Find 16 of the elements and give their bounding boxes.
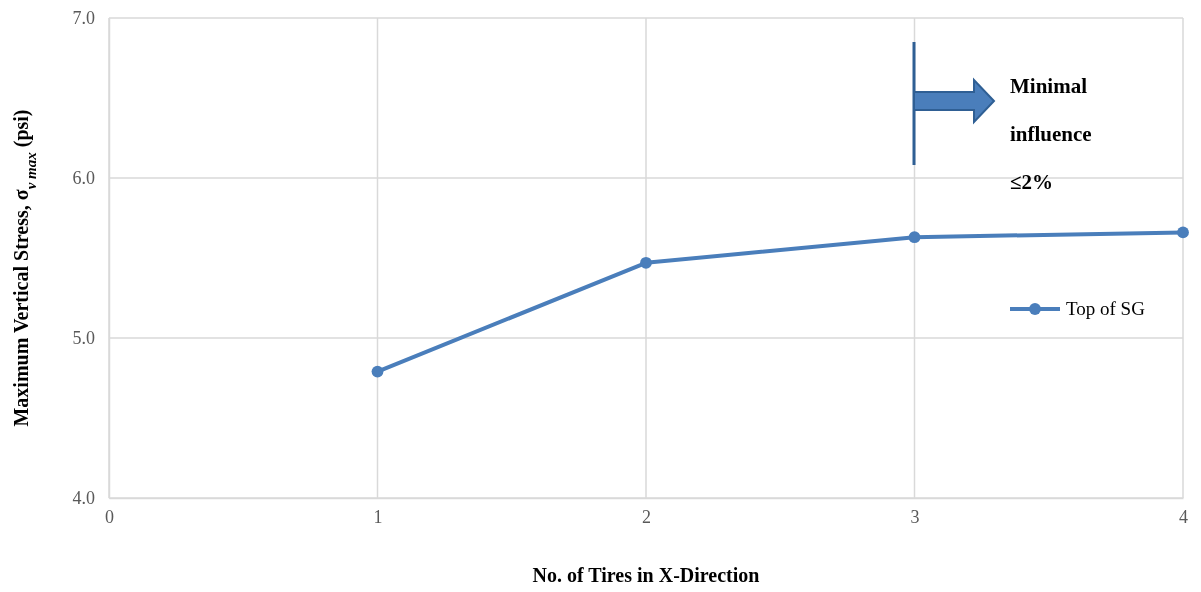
point <box>371 365 384 378</box>
y-tick-label: 5.0 <box>72 328 95 349</box>
x-tick-label: 4 <box>1179 506 1188 527</box>
x-tick-label: 1 <box>373 506 383 527</box>
point <box>640 256 652 269</box>
y-tick-label: 4.0 <box>72 488 95 509</box>
point <box>1177 226 1189 239</box>
x-tick-label: 3 <box>910 506 920 527</box>
annotation: Minimal influence ≤2% <box>1010 74 1092 194</box>
x-axis-title: No. of Tires in X-Direction <box>532 564 760 586</box>
x-tick-label: 2 <box>642 506 651 527</box>
legend-label: Top of SG <box>1066 298 1146 319</box>
y-tick-label: 6.0 <box>72 168 95 189</box>
y-tick-label: 7.0 <box>72 8 95 29</box>
x-tick-label: 0 <box>105 506 114 527</box>
point <box>908 231 921 244</box>
